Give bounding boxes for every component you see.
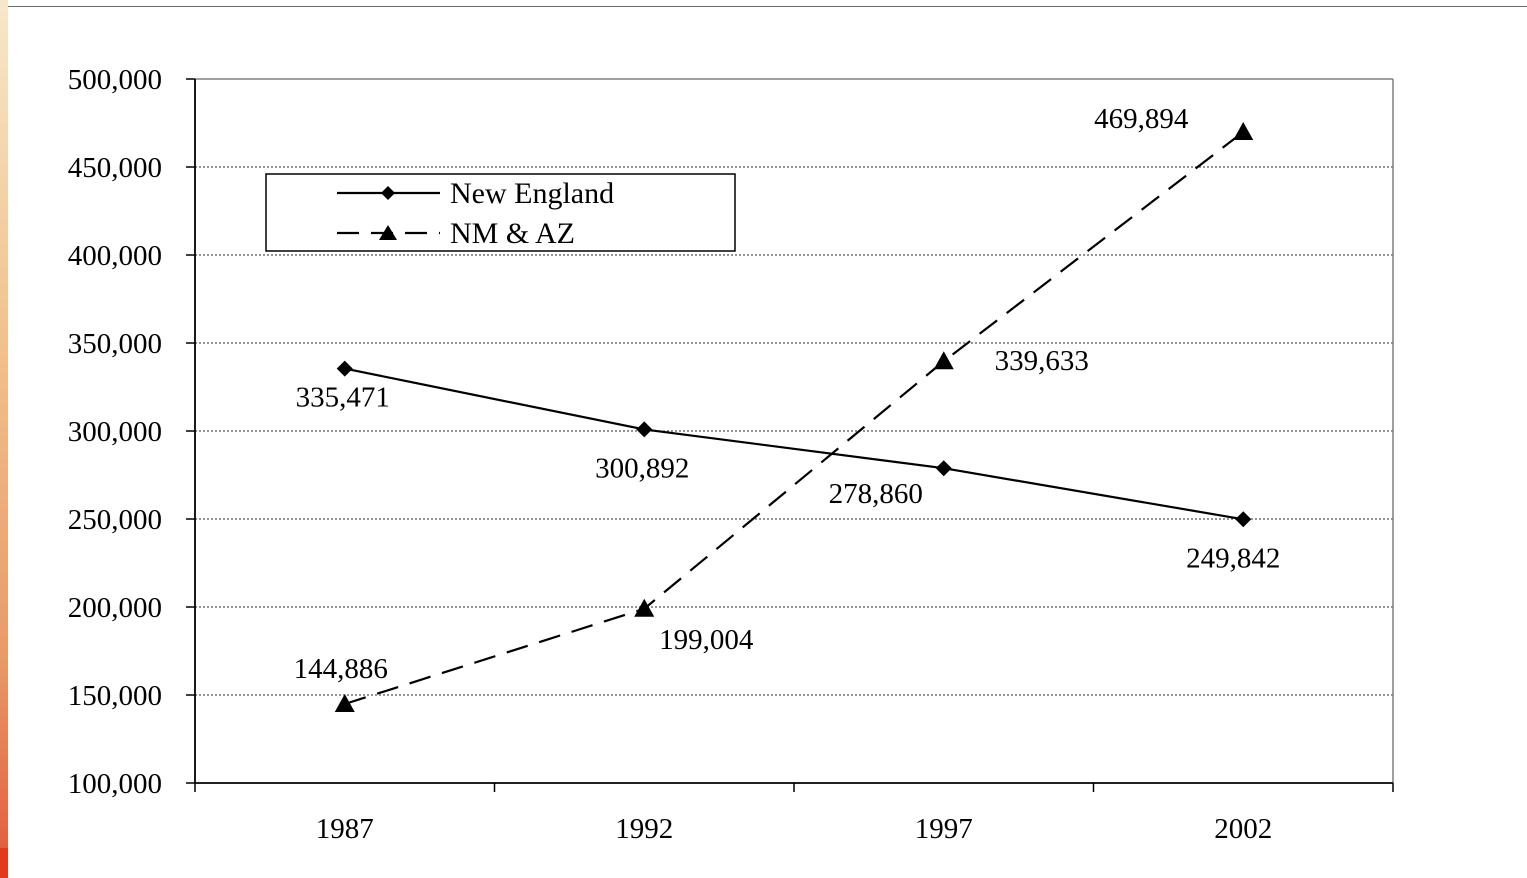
axis-layer: 100,000 150,000 200,000 250,000 300,000 350,0… [68, 64, 1394, 845]
data-point-triangle [334, 694, 355, 713]
data-point-triangle [1233, 121, 1254, 140]
y-tick-label: 350,000 [68, 328, 162, 360]
y-tick-label: 200,000 [68, 592, 162, 624]
x-tick-label: 1997 [915, 813, 973, 845]
data-label: 144,886 [294, 653, 388, 685]
data-label: 335,471 [296, 382, 390, 414]
legend-box [265, 173, 736, 252]
legend-label-new-england: New England [450, 177, 614, 210]
data-label: 469,894 [1094, 103, 1189, 135]
label-layer: 335,471 300,892 278,860 249,842 144,886 199,0… [294, 103, 1281, 685]
y-tick-label: 250,000 [68, 504, 162, 536]
data-label: 278,860 [829, 478, 923, 510]
legend-label-nm-az: NM & AZ [450, 217, 575, 250]
y-tick-label: 300,000 [68, 416, 162, 448]
x-tick-label: 2002 [1214, 813, 1272, 845]
legend-marker-triangle-icon [379, 225, 397, 240]
data-point-triangle [634, 598, 655, 617]
left-accent-block [0, 848, 8, 878]
legend-marker-diamond-icon [381, 186, 395, 200]
series-layer [334, 121, 1254, 713]
legend-item-nm-az: NM & AZ [337, 217, 575, 250]
y-tick-label: 100,000 [68, 768, 162, 800]
x-tick-label: 1992 [615, 813, 673, 845]
y-tick-label: 400,000 [68, 240, 162, 272]
y-tick-label: 450,000 [68, 152, 162, 184]
series-line-new-england [344, 367, 1244, 521]
data-point-diamond [636, 421, 653, 438]
y-tick-label: 150,000 [68, 680, 162, 712]
y-tick-label: 500,000 [68, 64, 162, 96]
data-point-diamond [336, 360, 353, 377]
legend-item-new-england: New England [337, 177, 614, 210]
legend: New England NM & AZ [265, 173, 736, 252]
data-point-triangle [933, 351, 954, 370]
data-label: 249,842 [1186, 542, 1280, 574]
data-label: 339,633 [995, 345, 1089, 377]
top-border-line [8, 6, 1527, 7]
x-tick-label: 1987 [316, 813, 374, 845]
series-line-nm-az [344, 131, 1244, 706]
data-label: 300,892 [595, 452, 689, 484]
data-label: 199,004 [659, 624, 754, 656]
left-accent-bar [0, 0, 8, 878]
data-point-diamond [1235, 511, 1252, 528]
data-point-diamond [935, 460, 952, 477]
